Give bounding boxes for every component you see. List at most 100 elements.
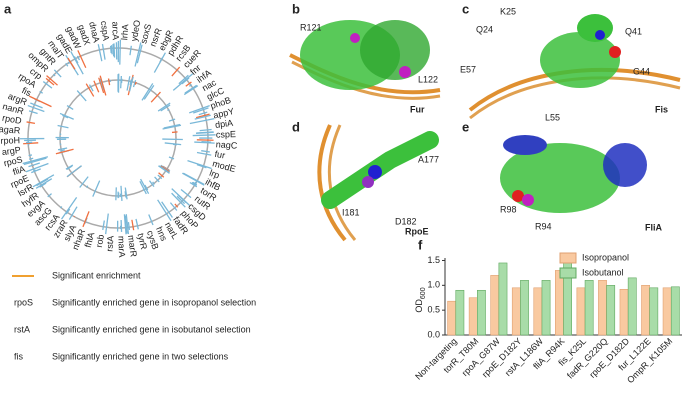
bar [662, 287, 672, 336]
enrichment-tick [185, 81, 192, 87]
enrichment-tick [92, 180, 101, 197]
enrichment-tick [67, 57, 76, 70]
enrichment-tick [143, 85, 155, 100]
enrichment-tick [148, 214, 154, 226]
legend-key: fis [14, 351, 24, 361]
enrichment-tick [134, 42, 142, 67]
enrichment-tick [123, 214, 127, 235]
y-axis-label: OD600 [414, 287, 426, 312]
bar [498, 262, 508, 336]
enrichment-tick [192, 134, 216, 137]
enrichment-tick [161, 201, 173, 218]
enrichment-tick [125, 214, 130, 235]
bar [541, 280, 551, 336]
enrichment-tick [102, 220, 105, 231]
enrichment-tick [85, 185, 89, 188]
gene-label: lrhA [119, 24, 130, 41]
enrichment-tick [163, 123, 181, 129]
enrichment-tick [181, 77, 190, 85]
enrichment-tick [171, 188, 190, 206]
enrichment-tick [169, 202, 178, 211]
legend-text: Significantly enriched gene in two selec… [52, 351, 229, 361]
enrichment-tick [129, 45, 132, 56]
panel-label: a [4, 1, 12, 16]
gene-label: fliA [11, 164, 26, 177]
enrichment-tick [31, 168, 41, 174]
enrichment-tick [184, 84, 198, 94]
bar [447, 300, 457, 336]
residue-label: L55 [545, 112, 560, 122]
bar [490, 275, 500, 336]
enrichment-tick [73, 56, 79, 64]
bar [468, 297, 478, 336]
gene-label: argP [1, 145, 21, 157]
enrichment-tick [187, 160, 212, 170]
residue-label: R98 [500, 204, 517, 214]
enrichment-tick [93, 80, 100, 93]
enrichment-tick [128, 76, 134, 92]
enrichment-tick [76, 90, 87, 102]
enrichment-tick [160, 104, 171, 112]
enrichment-tick [195, 113, 210, 119]
enrichment-tick [39, 90, 44, 94]
enrichment-tick [129, 79, 133, 86]
residue-label: R94 [535, 221, 552, 231]
enrichment-tick [65, 62, 69, 67]
enrichment-tick [66, 104, 74, 110]
gene-label: rstA [104, 235, 115, 252]
enrichment-tick [158, 172, 165, 178]
gene-label: marA [116, 236, 127, 258]
enrichment-tick [67, 61, 70, 65]
enrichment-tick [22, 156, 49, 165]
enrichment-tick [107, 78, 111, 86]
inner-ring [59, 79, 177, 197]
enrichment-tick [32, 174, 55, 188]
enrichment-tick [194, 114, 211, 120]
enrichment-tick [194, 141, 215, 144]
enrichment-tick [57, 147, 68, 151]
enrichment-tick [110, 45, 113, 55]
enrichment-tick [112, 43, 115, 57]
enrichment-tick [141, 83, 154, 101]
enrichment-tick [39, 182, 47, 188]
legend-swatch [559, 252, 577, 264]
enrichment-tick [157, 102, 171, 112]
protein-name: FliA [645, 222, 662, 232]
residue-label: E57 [460, 64, 476, 74]
enrichment-tick [23, 157, 47, 166]
enrichment-tick [153, 52, 166, 73]
enrichment-tick [158, 165, 170, 174]
enrichment-tick [196, 164, 207, 169]
enrichment-tick [23, 142, 39, 145]
enrichment-tick [30, 102, 43, 109]
panel-label: d [292, 119, 300, 134]
enrichment-tick [144, 184, 149, 191]
enrichment-tick [157, 174, 163, 180]
y-tick-label: 0.5 [427, 305, 440, 315]
enrichment-tick [198, 111, 208, 116]
gene-label: tyrR [136, 232, 150, 251]
bar [576, 287, 586, 336]
enrichment-tick [120, 185, 123, 201]
enrichment-tick [201, 150, 210, 153]
enrichment-tick [109, 45, 112, 54]
gene-label: fhlA [83, 231, 97, 249]
residue-label: I181 [342, 207, 360, 217]
bar [511, 287, 521, 336]
panel-label: c [462, 1, 469, 16]
enrichment-tick [180, 189, 192, 199]
residue-label: G44 [633, 66, 650, 76]
enrichment-tick [189, 105, 210, 114]
enrichment-tick [136, 44, 143, 64]
enrichment-tick [142, 188, 145, 191]
enrichment-tick [36, 178, 49, 187]
enrichment-tick [45, 77, 55, 86]
bar [619, 288, 629, 336]
enrichment-tick [171, 192, 186, 208]
enrichment-tick [59, 112, 74, 120]
gene-label: dnaA [87, 21, 101, 44]
enrichment-tick [162, 124, 182, 130]
enrichment-tick [124, 191, 127, 198]
fis-structure [468, 14, 681, 120]
enrichment-tick [124, 215, 128, 234]
